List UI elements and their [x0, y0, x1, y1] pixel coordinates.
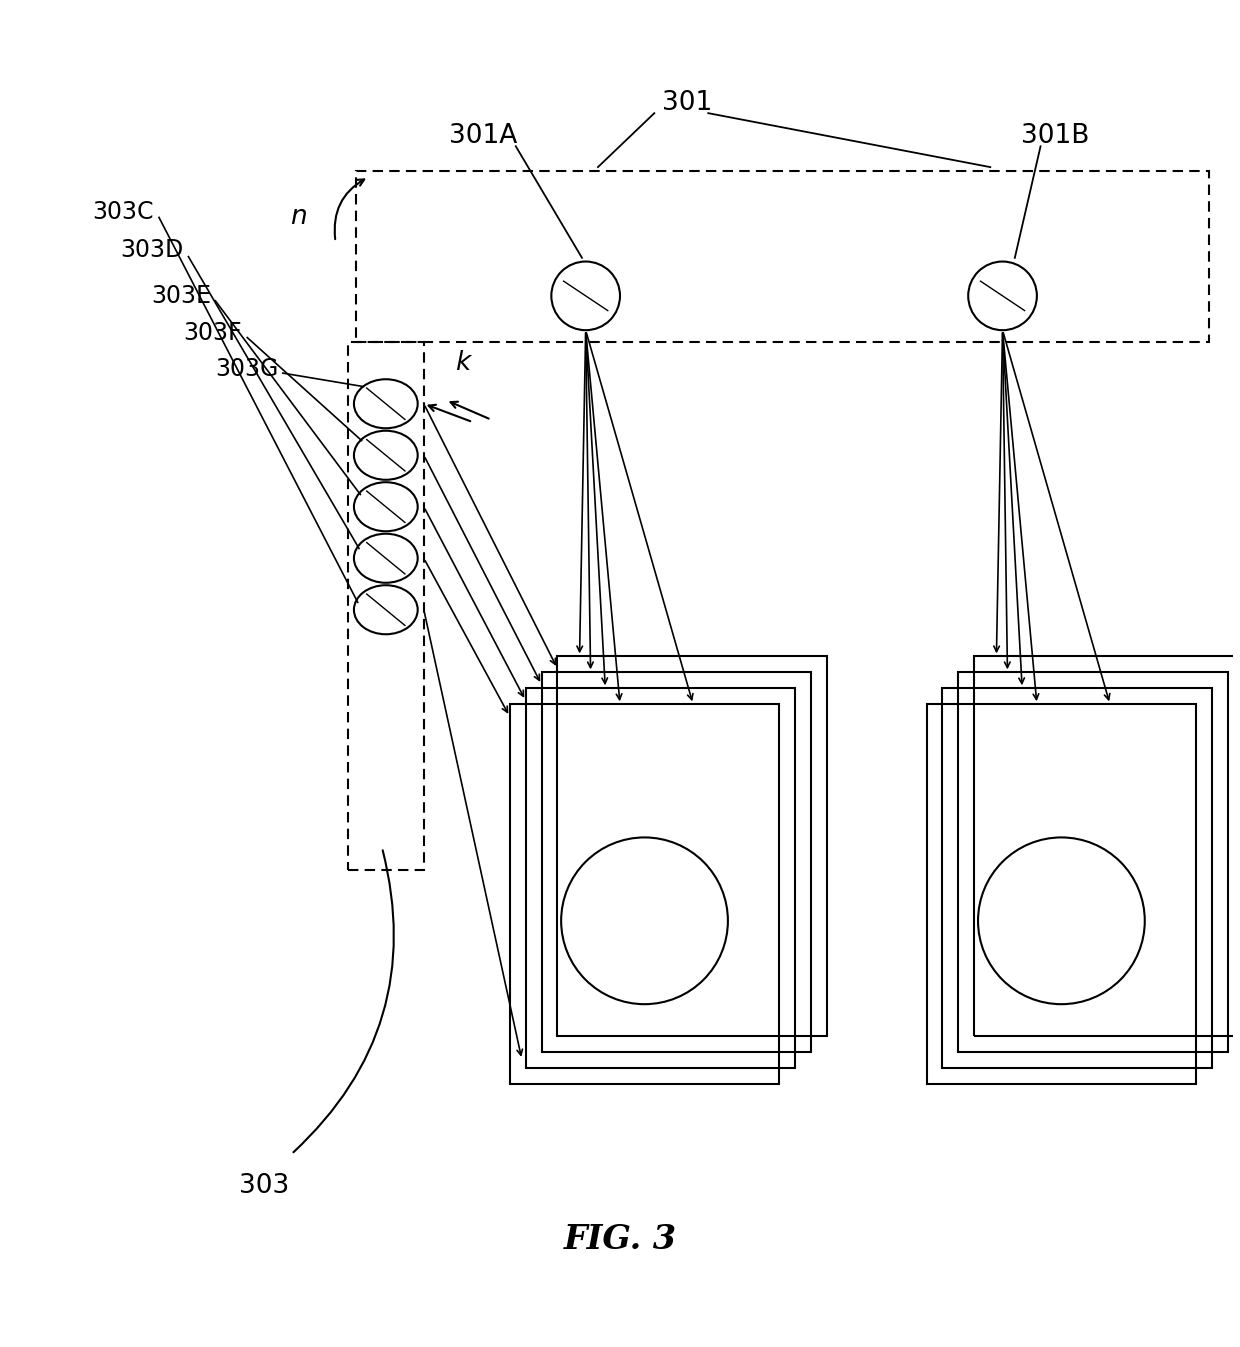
- Bar: [558, 656, 827, 1036]
- Text: 303C: 303C: [93, 201, 154, 225]
- Bar: [526, 688, 795, 1068]
- Bar: [356, 171, 1209, 342]
- Bar: [542, 672, 811, 1052]
- Text: 303E: 303E: [151, 284, 211, 308]
- Text: 301B: 301B: [1021, 124, 1090, 150]
- Text: 303D: 303D: [120, 238, 184, 263]
- Text: k: k: [455, 350, 471, 376]
- Text: n: n: [290, 205, 308, 230]
- Bar: [975, 656, 1240, 1036]
- Text: 303F: 303F: [184, 321, 242, 345]
- Bar: [347, 342, 424, 870]
- Bar: [510, 704, 780, 1084]
- Text: 301A: 301A: [449, 124, 517, 150]
- Text: 303G: 303G: [216, 357, 279, 381]
- Text: 303: 303: [239, 1173, 290, 1199]
- Bar: [959, 672, 1228, 1052]
- Bar: [926, 704, 1197, 1084]
- Text: FIG. 3: FIG. 3: [563, 1223, 677, 1257]
- Bar: [942, 688, 1213, 1068]
- Text: 301: 301: [662, 90, 713, 116]
